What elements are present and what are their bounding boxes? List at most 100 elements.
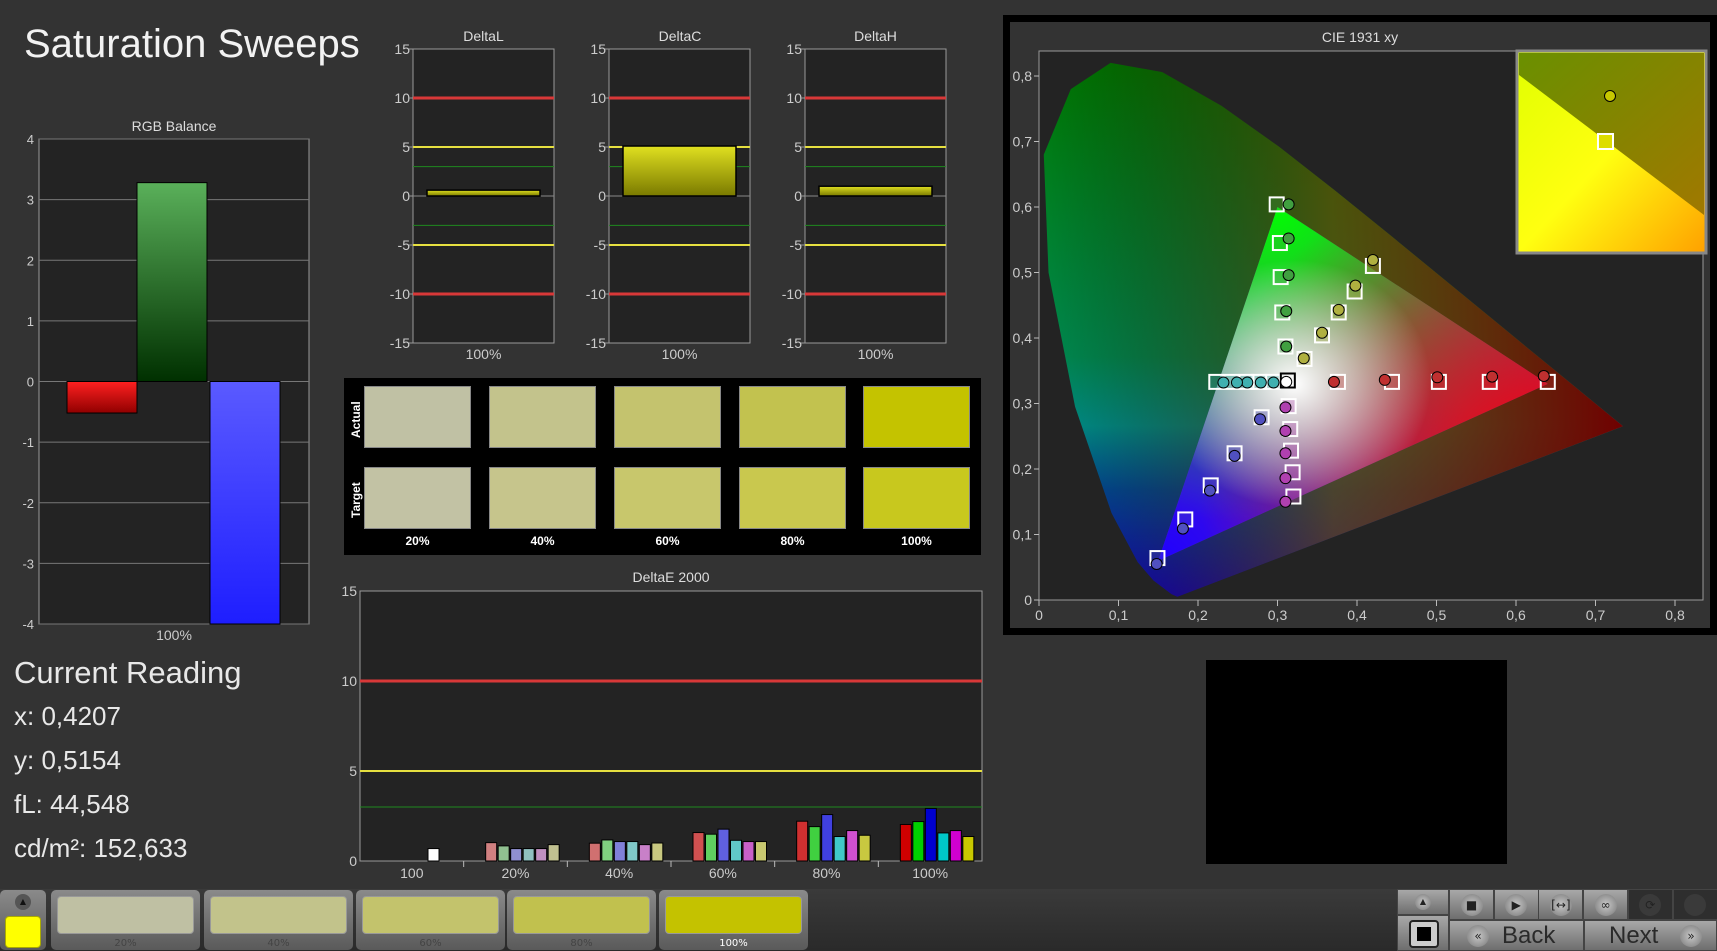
measured-point [1327,375,1340,388]
y-tick-label: -5 [594,237,607,253]
stop-measurement-button[interactable] [1397,915,1449,951]
swatch-comparison-panel: Actual Target 20% 40% 60% 80% 100% [344,378,981,555]
y-tick-label: 0 [598,188,606,204]
range-icon: [↔] [1549,893,1572,916]
deltae-bar [717,828,730,862]
range-button[interactable]: [↔] [1538,889,1584,920]
sweep-step-button[interactable]: 80% [507,890,656,950]
y-tick-label: 10 [341,673,357,689]
cie-title: CIE 1931 xy [1321,29,1399,45]
deltae-bar [755,841,767,862]
x-tick-label: 100% [858,346,894,362]
measured-point [1203,484,1216,497]
x-tick-label: 80% [812,865,840,881]
sweep-step-button[interactable]: 100% [659,890,808,950]
y-tick-label: -5 [398,237,411,253]
y-tick-label: 1 [27,314,34,329]
x-tick-label: 100% [156,627,192,643]
deltae-bar [522,848,535,862]
deltae-bar [547,844,560,862]
sweep-step-button[interactable]: 40% [204,890,353,950]
infinity-icon: ∞ [1594,893,1617,916]
y-tick-label: -1 [22,435,34,450]
x-tick-label: 0,5 [1427,607,1447,623]
sweep-step-label: 60% [419,938,442,949]
refresh-button: ⟳ [1627,889,1673,920]
sweep-step-swatch [362,896,499,934]
deltae-bar [796,820,809,862]
inset-measured-point [1604,90,1616,102]
sweep-step-button[interactable]: 20% [51,890,200,950]
swatch-label: 100% [901,534,932,548]
deltae-chart: 15 10 5 0 100 20% 40% 60% 80% 100% [341,583,983,881]
actual-swatch [739,386,846,448]
sweep-step-swatch [513,896,650,934]
rgb-bar [209,381,281,625]
y-tick-label: -10 [782,286,802,302]
delta-bar [622,145,737,197]
actual-swatch [489,386,596,448]
y-tick-label: 15 [590,41,606,57]
measured-point [1254,413,1267,426]
y-tick-label: 2 [27,253,34,268]
y-tick-label: 0 [794,188,802,204]
stop-square-icon [1417,927,1431,941]
y-tick-label: 15 [394,41,410,57]
x-tick-label: 100% [466,346,502,362]
y-tick-label: -10 [390,286,410,302]
sweep-step-button[interactable]: 60% [356,890,505,950]
current-color-panel[interactable]: ▲ [0,890,46,950]
deltae-bar [497,845,510,862]
measured-point [1537,369,1550,382]
actual-swatch [614,386,721,448]
play-button[interactable]: ▶ [1493,889,1539,920]
measured-point [1332,303,1345,316]
deltal-chart: 15 10 5 0 -5 -10 -15 100% [390,41,555,362]
y-tick-label: -4 [22,617,34,632]
stop-button[interactable]: ■ [1449,889,1494,920]
deltal-title: DeltaL [463,28,504,44]
cie-panel: CIE 1931 xy 0 0,1 0,2 0,3 0,4 0,5 0,6 0,7 0,8 0 0,… [1003,15,1717,635]
target-row-label: Target [349,482,363,518]
collapse-up-icon[interactable]: ▲ [15,894,31,910]
infinity-button[interactable]: ∞ [1583,889,1629,920]
x-tick-label: 0,1 [1109,607,1129,623]
delta-bar [426,189,541,197]
stop-icon: ■ [1460,893,1483,916]
x-tick-label: 40% [605,865,633,881]
deltae-bar [705,833,717,862]
color-preview-window [1206,660,1507,864]
actual-row-label: Actual [349,401,363,438]
deltae-bar [730,839,742,862]
measured-point [1279,495,1292,508]
x-tick-label: 0,2 [1188,607,1208,623]
back-button[interactable]: « Back [1449,920,1584,951]
rgb-balance-title: RGB Balance [131,118,217,134]
target-marker [1268,196,1285,213]
next-button[interactable]: Next » [1584,920,1717,951]
swatch-label: 80% [780,534,805,548]
panel-toggle-button[interactable]: ▲ [1397,889,1449,915]
y-tick-label: -15 [782,335,802,351]
sweep-step-swatch [665,896,802,934]
measured-point [1349,279,1362,292]
measured-point [1254,376,1267,389]
measured-point [1280,340,1293,353]
sweep-step-label: 40% [267,938,290,949]
swatch-label: 20% [405,534,430,548]
measured-point [1228,449,1241,462]
deltae-bar [427,848,440,862]
deltae-bar [899,823,912,862]
measured-point [1297,352,1310,365]
deltae-bar [485,842,498,862]
reading-y: y: 0,5154 [14,745,121,775]
x-tick-label: 0,7 [1586,607,1606,623]
target-swatch [364,467,471,529]
measured-point [1282,232,1295,245]
y-tick-label: -3 [22,556,34,571]
target-swatch [863,467,970,529]
measured-point [1280,305,1293,318]
x-tick-label: 0,3 [1268,607,1288,623]
sweep-step-swatch [57,896,194,934]
y-tick-label: 5 [598,139,606,155]
